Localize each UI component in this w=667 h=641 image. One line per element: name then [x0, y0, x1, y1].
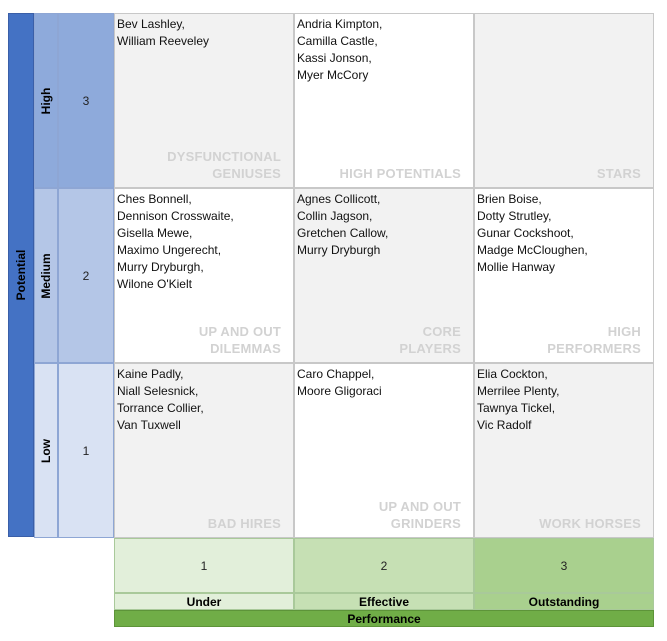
employee-list: Elia Cockton, Merrilee Plenty, Tawnya Ti…: [477, 366, 559, 434]
category-label: WORK HORSES: [539, 515, 641, 532]
employee-name: Merrilee Plenty,: [477, 384, 560, 398]
potential-level-high: High: [34, 13, 58, 188]
category-line: UP AND OUT: [378, 499, 461, 514]
employee-name: Caro Chappel,: [297, 367, 375, 381]
category-line: BAD HIRES: [207, 516, 281, 531]
potential-level-high-label: High: [39, 87, 53, 114]
employee-list: Ches Bonnell, Dennison Crosswaite, Gisel…: [117, 191, 234, 293]
employee-name: Niall Selesnick,: [117, 384, 199, 398]
category-line: GENIUSES: [212, 166, 281, 181]
employee-name: Mollie Hanway: [477, 260, 556, 274]
category-line: PERFORMERS: [547, 341, 641, 356]
potential-score-3: 3: [58, 13, 114, 188]
employee-name: Elia Cockton,: [477, 367, 548, 381]
employee-name: Ches Bonnell,: [117, 192, 192, 206]
employee-list: Caro Chappel, Moore Gligoraci: [297, 366, 382, 400]
potential-axis-label: Potential: [14, 249, 28, 301]
cell-stars: STARS: [474, 13, 654, 188]
employee-name: Madge McCloughen,: [477, 243, 588, 257]
category-line: DYSFUNCTIONAL: [167, 149, 281, 164]
employee-name: Van Tuxwell: [117, 418, 181, 432]
employee-name: Camilla Castle,: [297, 34, 378, 48]
category-line: HIGH: [607, 324, 641, 339]
cell-work-horses: Elia Cockton, Merrilee Plenty, Tawnya Ti…: [474, 363, 654, 538]
potential-score-2: 2: [58, 188, 114, 363]
performance-axis-label: Performance: [114, 610, 654, 627]
performance-score-1: 1: [114, 538, 294, 593]
potential-level-medium-label: Medium: [39, 252, 53, 299]
employee-name: Kaine Padly,: [117, 367, 184, 381]
employee-name: Brien Boise,: [477, 192, 542, 206]
category-label: HIGH PERFORMERS: [547, 323, 641, 357]
category-label: CORE PLAYERS: [399, 323, 461, 357]
employee-list: Andria Kimpton, Camilla Castle, Kassi Jo…: [297, 16, 382, 84]
employee-name: William Reeveley: [117, 34, 210, 48]
category-line: HIGH POTENTIALS: [339, 166, 461, 181]
category-line: UP AND OUT: [198, 324, 281, 339]
category-label: BAD HIRES: [208, 515, 281, 532]
employee-list: Brien Boise, Dotty Strutley, Gunar Cocks…: [477, 191, 588, 276]
category-label: HIGH POTENTIALS: [340, 165, 461, 182]
employee-list: Agnes Collicott, Collin Jagson, Gretchen…: [297, 191, 388, 259]
employee-name: Murry Dryburgh: [297, 243, 381, 257]
employee-name: Moore Gligoraci: [297, 384, 382, 398]
employee-name: Gretchen Callow,: [297, 226, 389, 240]
cell-up-and-out-dilemmas: Ches Bonnell, Dennison Crosswaite, Gisel…: [114, 188, 294, 363]
employee-name: Gunar Cockshoot,: [477, 226, 574, 240]
category-line: PLAYERS: [399, 341, 461, 356]
category-label: UP AND OUT DILEMMAS: [199, 323, 281, 357]
employee-name: Dotty Strutley,: [477, 209, 552, 223]
performance-level-under: Under: [114, 593, 294, 610]
performance-level-effective: Effective: [294, 593, 474, 610]
potential-level-low: Low: [34, 363, 58, 538]
employee-name: Tawnya Tickel,: [477, 401, 556, 415]
employee-name: Dennison Crosswaite,: [117, 209, 234, 223]
employee-name: Murry Dryburgh,: [117, 260, 204, 274]
employee-name: Myer McCory: [297, 68, 369, 82]
employee-name: Andria Kimpton,: [297, 17, 383, 31]
performance-score-2: 2: [294, 538, 474, 593]
potential-level-low-label: Low: [39, 438, 53, 463]
potential-score-1: 1: [58, 363, 114, 538]
category-line: DILEMMAS: [210, 341, 281, 356]
category-label: DYSFUNCTIONAL GENIUSES: [167, 148, 281, 182]
category-line: GRINDERS: [390, 516, 461, 531]
employee-name: Kassi Jonson,: [297, 51, 372, 65]
cell-core-players: Agnes Collicott, Collin Jagson, Gretchen…: [294, 188, 474, 363]
employee-list: Kaine Padly, Niall Selesnick, Torrance C…: [117, 366, 204, 434]
cell-high-performers: Brien Boise, Dotty Strutley, Gunar Cocks…: [474, 188, 654, 363]
employee-name: Maximo Ungerecht,: [117, 243, 222, 257]
employee-name: Torrance Collier,: [117, 401, 204, 415]
performance-score-3: 3: [474, 538, 654, 593]
cell-up-and-out-grinders: Caro Chappel, Moore Gligoraci UP AND OUT…: [294, 363, 474, 538]
employee-name: Vic Radolf: [477, 418, 532, 432]
category-line: STARS: [596, 166, 641, 181]
cell-bad-hires: Kaine Padly, Niall Selesnick, Torrance C…: [114, 363, 294, 538]
cell-high-potentials: Andria Kimpton, Camilla Castle, Kassi Jo…: [294, 13, 474, 188]
employee-name: Agnes Collicott,: [297, 192, 381, 206]
category-line: CORE: [422, 324, 461, 339]
category-label: UP AND OUT GRINDERS: [379, 498, 461, 532]
employee-name: Wilone O'Kielt: [117, 277, 192, 291]
employee-list: Bev Lashley, William Reeveley: [117, 16, 209, 50]
performance-level-outstanding: Outstanding: [474, 593, 654, 610]
category-line: WORK HORSES: [539, 516, 641, 531]
employee-name: Collin Jagson,: [297, 209, 373, 223]
potential-axis-bar: Potential: [8, 13, 34, 537]
potential-level-medium: Medium: [34, 188, 58, 363]
cell-dysfunctional-geniuses: Bev Lashley, William Reeveley DYSFUNCTIO…: [114, 13, 294, 188]
employee-name: Gisella Mewe,: [117, 226, 193, 240]
category-label: STARS: [597, 165, 641, 182]
employee-name: Bev Lashley,: [117, 17, 185, 31]
